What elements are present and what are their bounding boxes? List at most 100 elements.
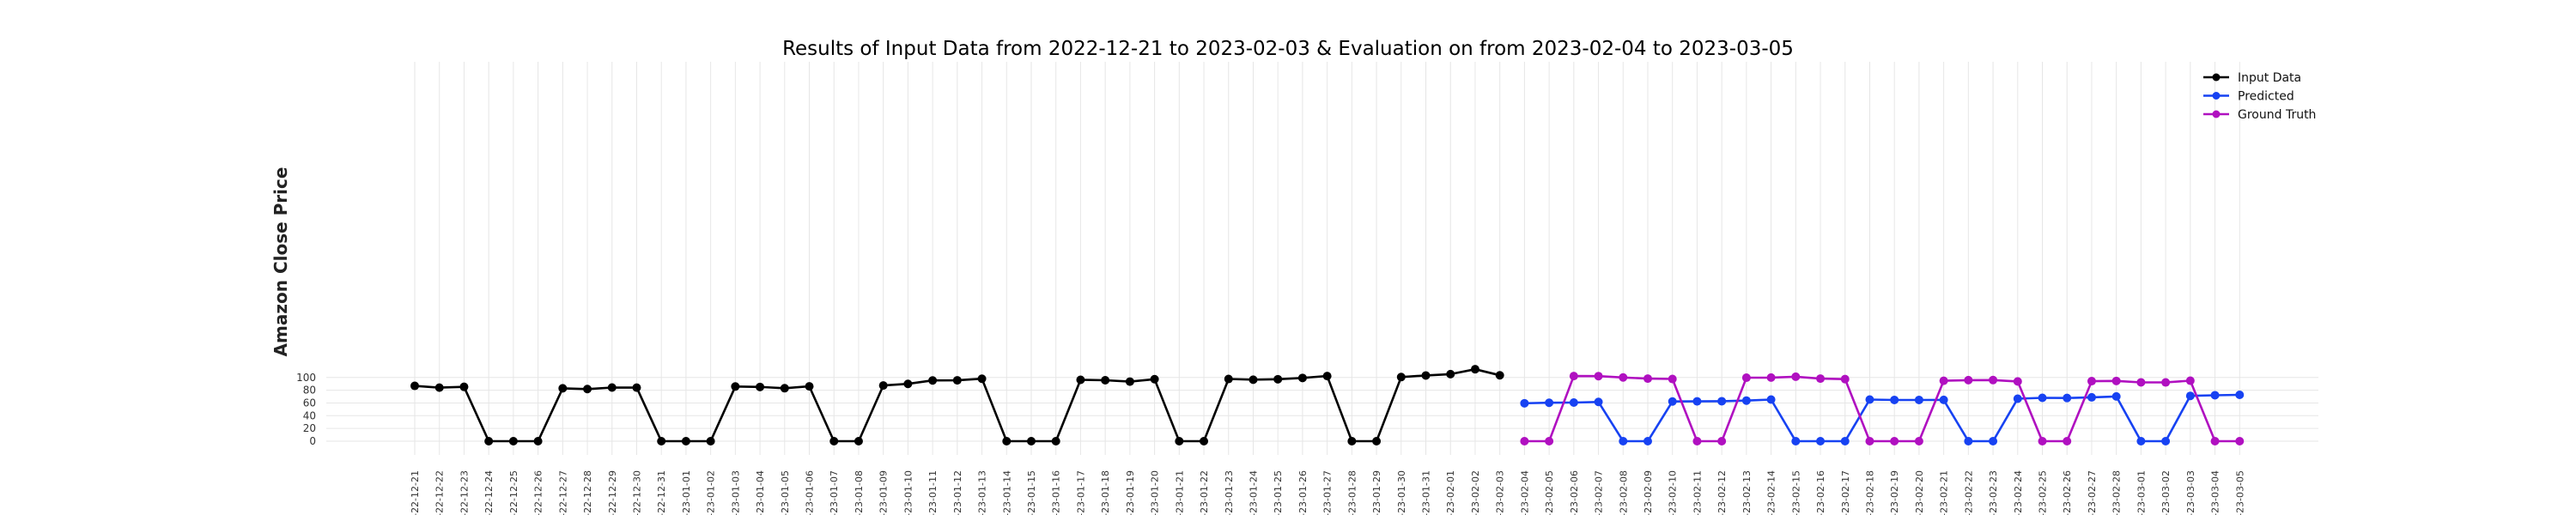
x-tick-label: -23-01-18 [1100,470,1111,515]
legend-swatch-marker [2212,110,2221,118]
x-tick-label: -23-01-04 [755,470,766,515]
x-tick-label: -23-02-16 [1815,470,1826,515]
data-point [2161,437,2171,445]
x-tick-label: -23-02-03 [1495,470,1506,515]
x-tick-label: -23-02-24 [2013,470,2024,515]
x-tick-label: -22-12-22 [434,470,446,515]
data-point [1027,437,1036,445]
data-point [1421,371,1431,380]
data-point [1594,397,1603,407]
y-tick-label: 0 [309,435,316,447]
data-point [1914,395,1923,404]
data-point [1989,437,1998,445]
data-point [2111,376,2121,385]
data-point [1766,373,1776,382]
data-point [2210,391,2220,400]
data-point [2136,378,2146,387]
x-tick-label: -23-01-08 [854,470,865,515]
x-tick-label: -23-02-15 [1790,470,1801,515]
data-point [1396,373,1406,382]
data-point [1002,437,1012,445]
data-point [805,382,814,391]
data-point [854,437,863,445]
data-point [558,384,568,393]
x-tick-label: -23-03-01 [2136,470,2147,515]
x-tick-label: -23-03-05 [2234,470,2245,515]
data-point [2038,393,2047,403]
data-point [1692,437,1702,445]
data-point [1914,437,1923,445]
data-point [459,382,469,391]
legend-label: Input Data [2238,71,2301,85]
legend-label: Predicted [2238,90,2294,104]
x-tick-label: -23-02-02 [1470,470,1481,515]
data-point [1816,374,1826,384]
x-tick-label: -23-02-23 [1988,470,1999,515]
data-point [1964,375,1973,385]
x-tick-label: -23-01-10 [902,470,914,515]
x-tick-label: -22-12-23 [459,470,470,515]
data-point [1470,365,1479,374]
data-point [1249,375,1258,385]
data-point [410,381,419,391]
data-point [1939,376,1948,385]
x-tick-label: -23-03-04 [2210,470,2221,515]
x-tick-label: -23-01-30 [1396,470,1407,515]
data-point [434,383,444,392]
x-tick-label: -23-01-20 [1150,470,1161,515]
x-tick-label: -23-01-17 [1075,470,1086,515]
legend-label: Ground Truth [2238,108,2316,122]
x-tick-label: -23-01-13 [977,470,988,515]
data-point [2038,437,2047,445]
data-point [2235,437,2245,445]
data-point [1051,437,1060,445]
x-tick-label: -23-01-19 [1125,470,1136,515]
legend: Input Data Predicted Ground Truth [2203,71,2316,122]
data-point [1890,437,1899,445]
data-point [2235,391,2245,400]
data-point [1890,395,1899,404]
data-point [508,437,518,445]
x-tick-label: -23-03-02 [2160,470,2172,515]
data-point [607,383,617,392]
data-point [1545,437,1554,445]
data-point [1520,437,1529,445]
x-tick-label: -22-12-21 [410,470,421,515]
x-tick-label: -23-01-26 [1297,470,1309,515]
x-tick-label: -23-02-14 [1766,470,1777,515]
data-point [1545,398,1554,408]
data-point [1865,395,1874,404]
data-point [1717,437,1727,445]
data-point [1766,395,1776,404]
data-point [2087,392,2096,402]
data-point [2185,376,2195,385]
chart-title: Results of Input Data from 2022-12-21 to… [782,38,1794,60]
x-tick-label: -23-02-01 [1445,470,1456,515]
x-tick-label: -23-02-21 [1939,470,1950,515]
data-point [780,384,789,393]
data-point [1692,397,1702,406]
x-tick-label: -23-01-14 [1001,470,1012,515]
data-point [1816,437,1826,445]
data-point [1939,395,1948,404]
data-point [977,374,987,384]
data-point [1224,374,1233,384]
data-point [2013,377,2022,386]
x-tick-label: -23-01-15 [1026,470,1037,515]
legend-swatch-marker [2212,73,2221,82]
data-point [484,437,494,445]
x-tick-label: -23-02-26 [2062,470,2073,515]
data-point [2087,377,2096,386]
data-point [681,437,690,445]
x-tick-label: -23-02-27 [2087,470,2098,515]
data-point [1741,396,1751,405]
data-point [928,376,938,385]
data-point [1446,369,1455,379]
data-point [1101,376,1110,385]
y-tick-label: 20 [303,422,316,434]
x-tick-label: -23-02-12 [1716,470,1728,515]
data-point [1125,377,1134,386]
data-point [657,437,666,445]
data-point [1964,437,1973,445]
data-point [1619,373,1628,382]
